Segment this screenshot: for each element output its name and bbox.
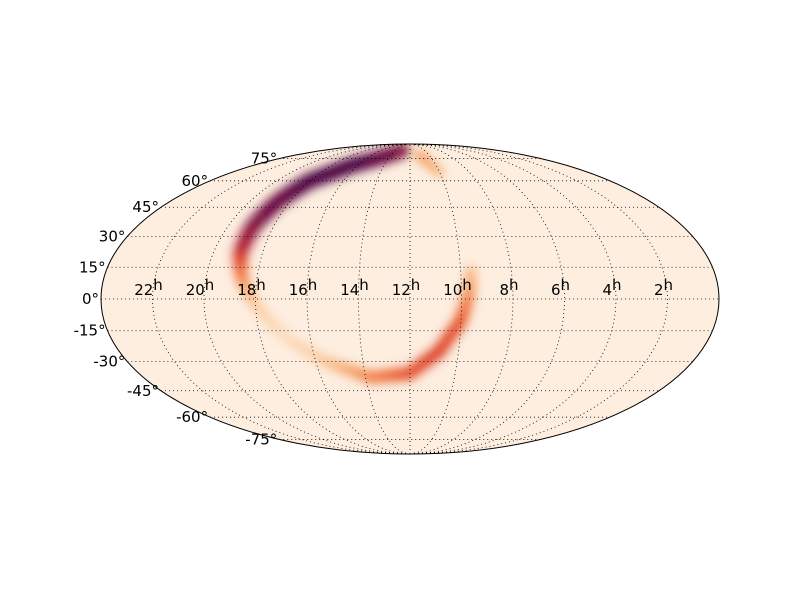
ra-label: 4h xyxy=(602,276,621,299)
meridian-line xyxy=(409,144,565,454)
ra-label: 14h xyxy=(340,276,369,299)
meridian-line xyxy=(203,144,411,454)
meridian-line xyxy=(409,144,668,454)
meridian-line xyxy=(409,144,617,454)
ra-label: 16h xyxy=(289,276,318,299)
dec-label: -30° xyxy=(93,353,125,371)
dec-label: 60° xyxy=(182,172,209,190)
meridian-line xyxy=(409,144,514,454)
dec-label: 30° xyxy=(99,227,126,245)
ra-label: 6h xyxy=(551,276,570,299)
dec-label: 0° xyxy=(82,290,99,308)
declination-labels: 75° 60° 45° 30° 15° 0° -15° -30°-45° -60° -75° xyxy=(74,150,278,449)
ra-label: 10h xyxy=(443,276,472,299)
dec-label: -60° xyxy=(176,408,208,426)
dec-label: -45° xyxy=(127,382,159,400)
meridian-line xyxy=(358,144,411,454)
meridian-line xyxy=(152,144,411,454)
sky-outline xyxy=(100,143,720,455)
probability-heatmap xyxy=(233,144,476,384)
dec-label: -75° xyxy=(245,430,277,448)
coordinate-grid xyxy=(101,144,719,454)
ra-label: 18h xyxy=(237,276,266,299)
meridian-line xyxy=(255,144,411,454)
ra-label: 12h xyxy=(392,276,421,299)
dec-label: 15° xyxy=(79,258,106,276)
right-ascension-labels: 22h 20h 18h 16h 14h 12h 10h 8h 6h 4h 2h xyxy=(134,276,673,299)
meridian-line xyxy=(409,144,462,454)
dec-label: -15° xyxy=(74,322,106,340)
ra-label: 2h xyxy=(654,276,673,299)
dec-label: 75° xyxy=(251,150,278,168)
meridian-line xyxy=(306,144,411,454)
probability-segment xyxy=(414,150,426,162)
dec-label: 45° xyxy=(132,198,159,216)
ra-label: 8h xyxy=(499,276,518,299)
ra-label: 20h xyxy=(186,276,215,299)
ra-label: 22h xyxy=(134,276,163,299)
